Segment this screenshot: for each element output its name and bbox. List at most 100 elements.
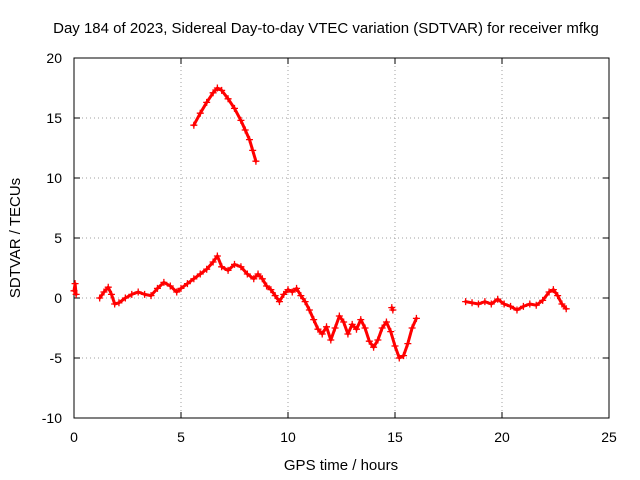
data-point	[519, 302, 527, 310]
data-point	[121, 294, 129, 302]
data-point	[391, 342, 399, 350]
data-point	[213, 84, 221, 92]
data-point	[203, 98, 211, 106]
x-tick-label: 0	[70, 429, 78, 445]
data-point	[344, 330, 352, 338]
data-point	[314, 325, 322, 333]
y-tick-label: -5	[50, 350, 63, 366]
data-point	[249, 146, 257, 154]
data-point	[408, 324, 416, 332]
data-point	[340, 318, 348, 326]
data-point	[231, 104, 238, 112]
data-point	[267, 286, 275, 294]
series-group	[70, 84, 570, 362]
data-point	[327, 336, 335, 344]
data-point	[562, 305, 570, 313]
data-point	[357, 316, 365, 324]
x-tick-label: 25	[601, 429, 617, 445]
data-point	[173, 288, 181, 296]
data-point	[177, 284, 185, 292]
data-point	[388, 304, 396, 312]
x-tick-label: 5	[177, 429, 185, 445]
data-point	[507, 302, 515, 310]
data-point	[361, 324, 369, 332]
data-point	[134, 288, 142, 296]
x-tick-labels: 0 5 10 15 20 25	[70, 429, 617, 445]
data-point	[258, 275, 266, 283]
y-tick-label: -10	[42, 410, 62, 426]
data-point	[104, 283, 112, 291]
data-point	[288, 288, 296, 296]
data-point	[301, 298, 309, 306]
data-point	[468, 299, 476, 307]
data-point	[494, 295, 502, 303]
y-tick-label: 15	[46, 110, 62, 126]
data-point	[310, 316, 318, 324]
data-point	[190, 275, 198, 283]
data-point	[237, 263, 245, 271]
data-point	[280, 290, 288, 298]
data-point	[335, 312, 343, 320]
data-point	[400, 352, 408, 360]
data-point	[166, 282, 174, 290]
data-point	[549, 286, 557, 294]
x-tick-label: 15	[387, 429, 403, 445]
data-point	[96, 294, 104, 302]
data-point	[71, 280, 79, 288]
data-point	[209, 258, 217, 266]
data-point	[513, 306, 521, 314]
data-point	[160, 278, 168, 286]
data-point	[348, 320, 356, 328]
data-point	[252, 157, 260, 165]
data-point	[237, 116, 245, 124]
data-point	[271, 292, 279, 300]
x-axis-label: GPS time / hours	[284, 457, 398, 474]
data-point	[487, 300, 495, 308]
data-point	[250, 275, 258, 283]
data-point	[331, 324, 339, 332]
data-point	[323, 323, 331, 331]
x-tick-label: 20	[494, 429, 510, 445]
data-point	[462, 298, 470, 306]
data-point	[284, 286, 292, 294]
data-point	[153, 284, 161, 292]
data-point	[539, 296, 547, 304]
data-point	[196, 270, 204, 278]
data-point	[374, 336, 382, 344]
data-point	[70, 287, 78, 295]
data-point	[224, 95, 232, 103]
data-point	[365, 337, 373, 345]
data-point	[147, 292, 155, 300]
data-point	[100, 288, 108, 296]
data-point	[241, 126, 249, 134]
data-point	[481, 298, 489, 306]
data-point	[209, 89, 217, 97]
data-point	[218, 86, 226, 94]
data-point	[263, 282, 271, 290]
data-point	[382, 318, 390, 326]
y-tick-label: 0	[54, 290, 62, 306]
data-point	[128, 290, 136, 298]
data-point	[387, 328, 395, 336]
chart-title: Day 184 of 2023, Sidereal Day-to-day VTE…	[53, 20, 599, 37]
data-point	[243, 270, 251, 278]
data-point	[224, 266, 232, 274]
data-point	[474, 300, 482, 308]
data-point	[297, 292, 305, 300]
data-point	[558, 300, 566, 308]
y-tick-label: 10	[46, 170, 62, 186]
data-point	[500, 300, 508, 308]
data-point	[352, 325, 360, 333]
y-tick-label: 20	[46, 50, 62, 66]
data-point	[395, 354, 403, 362]
y-tick-label: 5	[54, 230, 62, 246]
data-point	[141, 290, 149, 298]
data-point	[545, 288, 553, 296]
data-point	[305, 306, 313, 314]
data-point	[115, 299, 123, 307]
data-point	[213, 252, 221, 260]
grid	[74, 58, 609, 418]
x-tick-label: 10	[280, 429, 296, 445]
data-point	[526, 300, 534, 308]
